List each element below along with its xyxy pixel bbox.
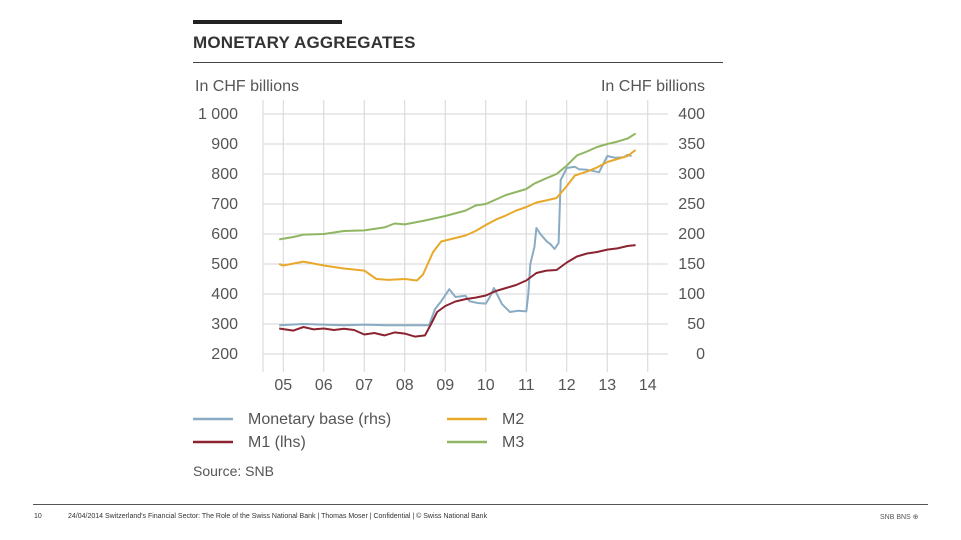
series-line-m3 [279,132,637,241]
footer-divider [33,504,928,505]
right-tick-label: 400 [678,106,705,123]
slide-title: MONETARY AGGREGATES [193,33,416,52]
left-tick-label: 400 [211,286,238,303]
title-divider [193,62,723,63]
left-tick-label: 800 [211,166,238,183]
series-line-monetary-base-rhs [279,153,632,327]
chart-ticks: 1 00090080070060050040030020040035030025… [198,106,705,394]
right-tick-label: 100 [678,286,705,303]
snb-logo: SNB BNS ⊕ [880,514,919,521]
chart-grid [262,100,668,372]
right-tick-label: 350 [678,136,705,153]
legend-label-m1-lhs: M1 (lhs) [248,434,306,451]
left-tick-label: 500 [211,256,238,273]
x-tick-label: 13 [598,377,616,394]
x-tick-label: 06 [315,377,333,394]
left-tick-label: 200 [211,346,238,363]
x-tick-label: 08 [396,377,414,394]
legend-label-monetary-base-rhs: Monetary base (rhs) [248,411,391,428]
chart-legend: Monetary base (rhs) M2 M1 (lhs) M3 [193,411,524,451]
x-tick-label: 05 [274,377,292,394]
page-number: 10 [34,513,42,520]
x-tick-label: 09 [436,377,454,394]
x-tick-label: 11 [518,377,535,394]
source-note: Source: SNB [193,463,274,479]
legend-label-m3: M3 [502,434,524,451]
x-tick-label: 10 [477,377,495,394]
left-tick-label: 1 000 [198,106,238,123]
chart-series [278,132,637,338]
x-tick-label: 14 [639,377,657,394]
right-tick-label: 0 [696,346,705,363]
right-tick-label: 200 [678,226,705,243]
series-line-m2 [278,149,637,282]
legend-label-m2: M2 [502,411,524,428]
left-tick-label: 700 [211,196,238,213]
series-line-m1-lhs [279,244,636,338]
title-accent-bar [193,20,342,24]
right-axis-title: In CHF billions [601,78,705,95]
right-tick-label: 250 [678,196,705,213]
right-tick-label: 300 [678,166,705,183]
right-tick-label: 150 [678,256,705,273]
x-tick-label: 07 [355,377,373,394]
footer-text: 24/04/2014 Switzerland's Financial Secto… [68,513,488,520]
left-tick-label: 300 [211,316,238,333]
x-tick-label: 12 [558,377,576,394]
right-tick-label: 50 [687,316,705,333]
left-tick-label: 600 [211,226,238,243]
left-tick-label: 900 [211,136,238,153]
left-axis-title: In CHF billions [195,78,299,95]
